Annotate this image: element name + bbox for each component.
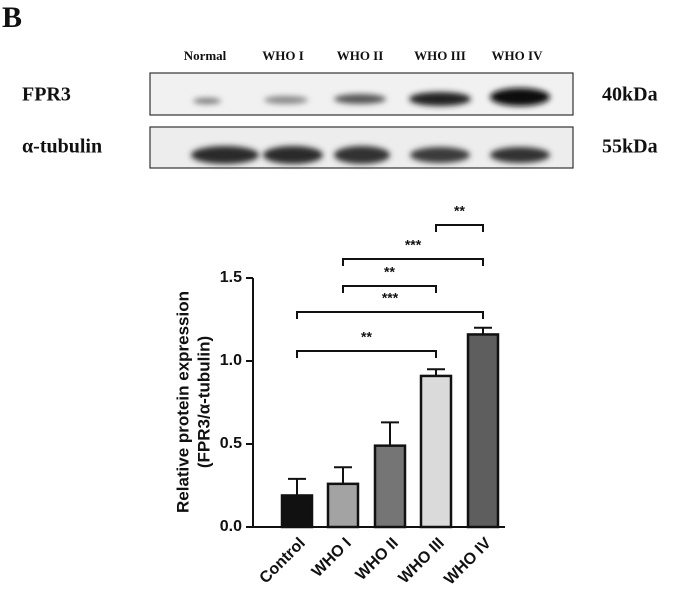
y-tick-label: 0.5 <box>220 435 242 452</box>
band <box>410 147 470 163</box>
bar <box>280 494 314 529</box>
band <box>490 147 550 163</box>
band <box>490 88 550 106</box>
significance-label: *** <box>382 290 399 306</box>
blot-bands <box>191 88 550 164</box>
size-label: 40kDa <box>602 84 658 106</box>
y-tick-label: 1.5 <box>220 269 242 286</box>
panel-label: B <box>2 1 22 34</box>
significance-bracket <box>296 350 437 358</box>
x-tick-label: WHO III <box>396 535 448 587</box>
band <box>193 98 221 104</box>
bar <box>419 374 453 529</box>
significance-bracket <box>296 311 484 319</box>
significance-bracket <box>342 285 437 293</box>
band <box>264 96 308 104</box>
significance-bracket <box>342 258 484 266</box>
x-tick-label: WHO II <box>353 535 402 584</box>
significance-label: ** <box>454 203 465 219</box>
lane-label: WHO IV <box>492 48 544 63</box>
significance-label: ** <box>361 329 372 345</box>
significance-label: *** <box>405 237 422 253</box>
size-label: 55kDa <box>602 136 658 158</box>
y-axis-label: Relative protein expression <box>173 291 192 513</box>
band <box>334 94 386 104</box>
band <box>191 146 259 164</box>
x-tick-label: Control <box>257 535 309 587</box>
bar <box>466 333 500 529</box>
significance-bracket <box>435 224 484 232</box>
lane-label: WHO I <box>262 48 304 63</box>
bar <box>326 482 360 529</box>
lane-label: WHO II <box>337 48 384 63</box>
band <box>334 146 390 164</box>
x-tick-label: WHO IV <box>441 535 495 589</box>
lane-label: Normal <box>184 48 227 63</box>
bar <box>373 444 407 529</box>
x-tick-label: WHO I <box>309 535 355 581</box>
band <box>263 146 323 164</box>
lane-label: WHO III <box>414 48 466 63</box>
row-label: α-tubulin <box>22 136 102 158</box>
y-tick-label: 1.0 <box>220 352 242 369</box>
y-tick-label: 0.0 <box>220 518 242 535</box>
band <box>409 92 471 106</box>
y-axis-label: (FPR3/α-tubulin) <box>194 336 213 468</box>
significance-label: ** <box>384 264 395 280</box>
row-label: FPR3 <box>22 84 71 106</box>
